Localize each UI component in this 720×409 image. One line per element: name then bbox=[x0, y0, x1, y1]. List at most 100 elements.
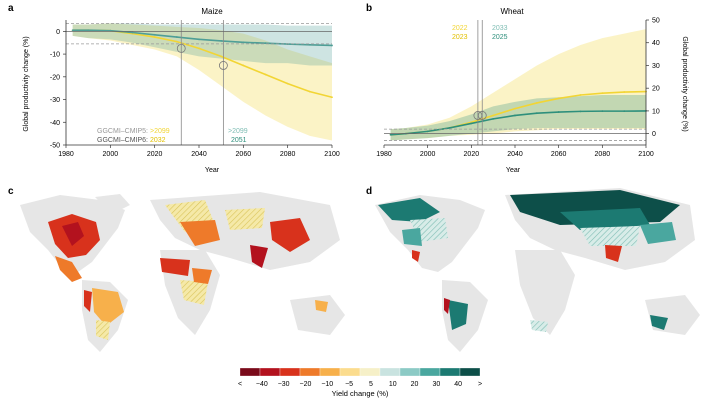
point-series-0 bbox=[87, 29, 90, 32]
y-tick-label: -10 bbox=[50, 52, 60, 59]
point-series-0 bbox=[242, 41, 245, 44]
colorbar: < −40 −30 −20 −10 −5 5 10 20 30 40 > Yield change (… bbox=[238, 367, 482, 398]
x-tick-label: 2060 bbox=[551, 151, 567, 158]
map-c-brazil-hatch bbox=[96, 320, 110, 340]
emergence-marker-0 bbox=[176, 44, 186, 53]
x-tick-label: 2100 bbox=[324, 151, 340, 158]
map-c-africa-hatch bbox=[180, 280, 208, 305]
map-d-india-red bbox=[605, 245, 622, 262]
colorbar-tick-label: 40 bbox=[454, 381, 462, 388]
y-tick-label: 0 bbox=[652, 131, 656, 138]
colorbar-swatch bbox=[379, 367, 401, 377]
wheat-cmip6-value-1: 2022 bbox=[452, 25, 468, 32]
colorbar-tick-label: −20 bbox=[300, 381, 312, 388]
point-series-0 bbox=[198, 38, 200, 41]
map-c-brazil-orange bbox=[92, 288, 124, 326]
map-d-australia bbox=[645, 295, 700, 335]
colorbar-swatch bbox=[459, 367, 481, 377]
point-series-1 bbox=[492, 114, 495, 117]
colorbar-tick-label: −5 bbox=[345, 381, 353, 388]
maize-cmip5-yellow-value: >2099 bbox=[150, 128, 170, 135]
map-d-argentina-teal bbox=[448, 300, 468, 330]
y-tick-label: 30 bbox=[652, 63, 660, 70]
map-d-mexico-red bbox=[412, 250, 420, 262]
x-tick-label: 2020 bbox=[147, 151, 163, 158]
point-series-0 bbox=[579, 110, 582, 113]
point-series-0 bbox=[448, 127, 451, 129]
point-series-1 bbox=[331, 96, 333, 99]
wheat-yield-map bbox=[375, 188, 700, 352]
x-tick-label: 1980 bbox=[376, 151, 392, 158]
panel-c-letter: c bbox=[8, 186, 14, 197]
colorbar-swatch bbox=[399, 367, 421, 377]
point-series-0 bbox=[153, 33, 156, 36]
maize-title: Maize bbox=[201, 7, 223, 16]
point-series-0 bbox=[175, 36, 178, 38]
map-d-us-teal bbox=[402, 228, 422, 246]
wheat-chart: 1980 2000 2020 2040 2060 2080 210001020304050 … bbox=[376, 18, 688, 175]
map-d-russia-teal bbox=[560, 208, 650, 230]
point-series-1 bbox=[264, 73, 267, 76]
emergence-marker-1 bbox=[477, 111, 487, 120]
y-tick-label: 50 bbox=[652, 18, 660, 25]
point-series-1 bbox=[557, 97, 560, 100]
point-series-0 bbox=[601, 110, 604, 113]
colorbar-tick-label: −10 bbox=[321, 381, 333, 388]
colorbar-swatch bbox=[239, 367, 261, 377]
point-series-0 bbox=[514, 114, 516, 117]
map-c-india-red bbox=[250, 245, 268, 268]
colorbar-tick-label: 20 bbox=[411, 381, 419, 388]
colorbar-swatch bbox=[439, 367, 461, 377]
colorbar-swatch bbox=[259, 367, 281, 377]
colorbar-tick-label: 30 bbox=[432, 381, 440, 388]
colorbar-swatch bbox=[359, 367, 381, 377]
wheat-ylabel: Global productivity change (%) bbox=[681, 36, 688, 131]
point-series-0 bbox=[426, 130, 429, 133]
point-series-1 bbox=[198, 47, 200, 50]
map-d-canada-teal bbox=[378, 198, 440, 222]
x-tick-label: 2040 bbox=[191, 151, 207, 158]
point-series-1 bbox=[220, 55, 223, 58]
map-d-china-teal bbox=[640, 222, 676, 244]
wheat-cmip5-value-2: 2025 bbox=[492, 34, 508, 41]
map-d-australia-teal bbox=[650, 315, 668, 330]
colorbar-label: Yield change (%) bbox=[332, 389, 389, 398]
point-series-0 bbox=[557, 111, 560, 113]
x-tick-label: 1980 bbox=[58, 151, 74, 158]
point-series-0 bbox=[131, 31, 134, 34]
point-series-1 bbox=[242, 64, 245, 67]
colorbar-tick-label: < bbox=[238, 381, 242, 388]
y-tick-label: -30 bbox=[50, 97, 60, 104]
map-c-mexico bbox=[55, 256, 82, 282]
map-d-africa-hatch bbox=[530, 320, 548, 332]
x-tick-label: 2040 bbox=[507, 151, 523, 158]
maize-cmip5-teal-value: >2099 bbox=[228, 128, 248, 135]
x-tick-label: 2100 bbox=[638, 151, 654, 158]
wheat-xlabel: Year bbox=[506, 167, 521, 174]
maize-chart: 1980 2000 2020 2040 2060 2080 2100 0 -10 -20 -30 -4… bbox=[23, 20, 340, 174]
colorbar-tick-label: −40 bbox=[256, 381, 268, 388]
map-d-africa bbox=[515, 250, 575, 335]
point-series-1 bbox=[175, 40, 178, 43]
map-c-australia bbox=[290, 295, 345, 335]
map-c-australia-orange bbox=[315, 300, 328, 312]
maize-xlabel: Year bbox=[205, 167, 220, 174]
point-series-1 bbox=[153, 36, 156, 38]
y-tick-label: -40 bbox=[50, 120, 60, 127]
point-series-0 bbox=[389, 133, 392, 136]
wheat-title: Wheat bbox=[500, 7, 524, 16]
map-d-asia-hatch bbox=[580, 226, 640, 246]
map-c-greenland bbox=[95, 194, 130, 214]
x-tick-label: 2080 bbox=[280, 151, 296, 158]
colorbar-swatch bbox=[299, 367, 321, 377]
point-series-0 bbox=[331, 44, 333, 47]
wheat-cmip6-value-2: 2023 bbox=[452, 34, 468, 41]
x-tick-label: 2060 bbox=[236, 151, 252, 158]
point-series-1 bbox=[623, 91, 626, 93]
maize-legend-cmip5-label: GGCMI–CMIP5: bbox=[97, 128, 148, 135]
emergence-marker-1 bbox=[218, 61, 228, 70]
y-tick-label: -50 bbox=[50, 143, 60, 150]
y-tick-label: 0 bbox=[56, 29, 60, 36]
point-series-1 bbox=[308, 90, 311, 93]
